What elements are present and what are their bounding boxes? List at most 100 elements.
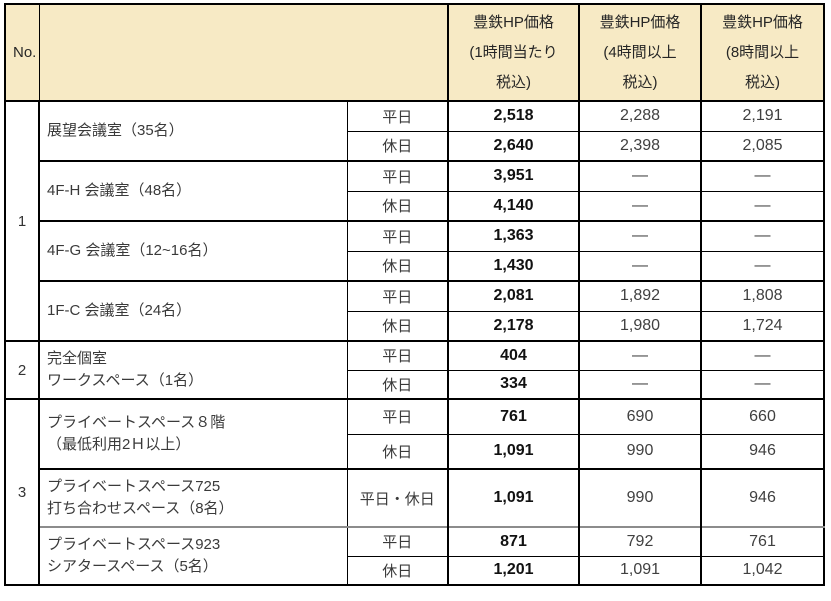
room-name-line: 1F-C 会議室（24名） xyxy=(47,302,192,319)
day-cell: 休日 xyxy=(346,369,449,400)
room-name-line: プライベートスペース725 xyxy=(47,478,221,495)
table-row: 休日 2,640 2,398 2,085 xyxy=(5,130,825,162)
room-name-cell: プライベートスペース725 打ち合わせスペース（8名） xyxy=(38,468,348,528)
price-1h-cell: 4,140 xyxy=(447,190,580,222)
price-1h-cell: 1,091 xyxy=(447,468,580,528)
room-name-cell: 展望会議室（35名） xyxy=(38,100,348,162)
price-1h-header: 豊鉄HP価格 (1時間当たり 税込) xyxy=(447,3,580,102)
price-8h-cell: 761 xyxy=(700,526,825,557)
room-name-line: 4F-H 会議室（48名） xyxy=(47,182,192,199)
price-1h-header-line1: 豊鉄HP価格 xyxy=(473,13,554,31)
price-4h-header-line2: (4時間以上 xyxy=(603,43,677,61)
price-8h-cell: 946 xyxy=(700,468,825,528)
room-name-line: プライベートスペース８階 xyxy=(47,414,226,431)
price-4h-cell: 1,091 xyxy=(578,555,702,586)
price-4h-cell: ― xyxy=(578,340,702,371)
table-row: 休日 1,201 1,091 1,042 xyxy=(5,555,825,586)
price-4h-cell: 690 xyxy=(578,398,702,435)
price-4h-cell: ― xyxy=(578,190,702,222)
table-row: プライベートスペース923 シアタースペース（5名） 平日 871 792 76… xyxy=(5,526,825,586)
table-row: 休日 2,178 1,980 1,724 xyxy=(5,310,825,342)
price-1h-cell: 871 xyxy=(447,526,580,557)
table-header-row: No. 豊鉄HP価格 (1時間当たり 税込) 豊鉄HP価格 (4時間以上 税込)… xyxy=(4,3,825,102)
price-4h-cell: ― xyxy=(578,250,702,282)
table-row: 3 プライベートスペース８階 （最低利用2Ｈ以上） 平日 761 690 660 xyxy=(4,398,825,586)
room-name-line: 打ち合わせスペース（8名） xyxy=(47,500,234,517)
table-row: 休日 334 ― ― xyxy=(5,369,825,400)
price-4h-cell: 2,288 xyxy=(578,100,702,132)
room-name-line: 展望会議室（35名） xyxy=(47,122,184,139)
price-1h-cell: 3,951 xyxy=(447,160,580,192)
table-row: 休日 4,140 ― ― xyxy=(5,190,825,222)
price-8h-cell: 1,042 xyxy=(700,555,825,586)
price-8h-cell: 660 xyxy=(700,398,825,435)
room-name-line: シアタースペース（5名） xyxy=(47,558,218,575)
room-name-line: （最低利用2Ｈ以上） xyxy=(47,436,191,453)
price-1h-cell: 1,363 xyxy=(447,220,580,252)
price-1h-header-line3: 税込) xyxy=(496,73,531,91)
room-column-header xyxy=(38,3,449,102)
group-number-cell: 3 xyxy=(4,398,40,586)
day-cell: 平日 xyxy=(346,526,449,557)
room-price-table: No. 豊鉄HP価格 (1時間当たり 税込) 豊鉄HP価格 (4時間以上 税込)… xyxy=(4,3,825,586)
table-row: プライベートスペース725 打ち合わせスペース（8名） 平日・休日 1,091 … xyxy=(5,468,825,528)
day-cell: 休日 xyxy=(346,433,449,470)
price-4h-cell: 1,980 xyxy=(578,310,702,342)
room-name-line: 4F-G 会議室（12~16名） xyxy=(47,242,218,259)
day-cell: 休日 xyxy=(346,310,449,342)
price-8h-header: 豊鉄HP価格 (8時間以上 税込) xyxy=(700,3,825,102)
day-cell: 平日 xyxy=(346,160,449,192)
day-cell: 平日 xyxy=(346,280,449,312)
price-8h-cell: ― xyxy=(700,250,825,282)
price-1h-cell: 761 xyxy=(447,398,580,435)
table-row: 1 展望会議室（35名） 平日 2,518 2,288 2,191 xyxy=(4,100,825,342)
day-cell: 休日 xyxy=(346,555,449,586)
table-row: 休日 1,091 990 946 xyxy=(5,433,825,470)
price-4h-cell: 990 xyxy=(578,468,702,528)
room-name-cell: 1F-C 会議室（24名） xyxy=(38,280,348,342)
price-8h-header-line3: 税込) xyxy=(745,73,780,91)
day-cell: 平日 xyxy=(346,340,449,371)
price-8h-cell: 2,191 xyxy=(700,100,825,132)
price-8h-cell: ― xyxy=(700,220,825,252)
price-4h-cell: 1,892 xyxy=(578,280,702,312)
day-cell: 休日 xyxy=(346,250,449,282)
group-number-cell: 2 xyxy=(4,340,40,400)
price-4h-header: 豊鉄HP価格 (4時間以上 税込) xyxy=(578,3,702,102)
table-row: 4F-H 会議室（48名） 平日 3,951 ― ― xyxy=(5,160,825,222)
price-8h-cell: ― xyxy=(700,369,825,400)
room-name-line: プライベートスペース923 xyxy=(47,536,221,553)
price-8h-cell: ― xyxy=(700,340,825,371)
price-4h-cell: 792 xyxy=(578,526,702,557)
room-name-cell: プライベートスペース８階 （最低利用2Ｈ以上） xyxy=(38,398,348,470)
price-1h-cell: 2,518 xyxy=(447,100,580,132)
table-row: 休日 1,430 ― ― xyxy=(5,250,825,282)
room-name-line: 完全個室 xyxy=(47,350,108,367)
price-8h-cell: ― xyxy=(700,190,825,222)
room-name-cell: 完全個室 ワークスペース（1名） xyxy=(38,340,348,400)
table-row: 2 完全個室 ワークスペース（1名） 平日 404 ― ― xyxy=(4,340,825,400)
price-4h-cell: 990 xyxy=(578,433,702,470)
day-cell: 平日・休日 xyxy=(346,468,449,528)
price-4h-header-line1: 豊鉄HP価格 xyxy=(599,13,681,31)
price-1h-cell: 1,201 xyxy=(447,555,580,586)
price-1h-cell: 2,178 xyxy=(447,310,580,342)
group-number-cell: 1 xyxy=(4,100,40,342)
day-cell: 平日 xyxy=(346,220,449,252)
price-4h-cell: ― xyxy=(578,369,702,400)
room-name-line: ワークスペース（1名） xyxy=(47,372,204,389)
price-8h-cell: 1,808 xyxy=(700,280,825,312)
price-8h-cell: 1,724 xyxy=(700,310,825,342)
day-cell: 休日 xyxy=(346,130,449,162)
price-8h-cell: ― xyxy=(700,160,825,192)
price-1h-header-line2: (1時間当たり xyxy=(469,43,558,61)
room-name-cell: 4F-G 会議室（12~16名） xyxy=(38,220,348,282)
price-8h-header-line1: 豊鉄HP価格 xyxy=(722,13,803,31)
price-1h-cell: 2,640 xyxy=(447,130,580,162)
day-cell: 平日 xyxy=(346,398,449,435)
no-column-header: No. xyxy=(4,3,40,102)
price-4h-cell: ― xyxy=(578,160,702,192)
price-4h-header-line3: 税込) xyxy=(622,73,658,91)
day-cell: 休日 xyxy=(346,190,449,222)
price-1h-cell: 2,081 xyxy=(447,280,580,312)
